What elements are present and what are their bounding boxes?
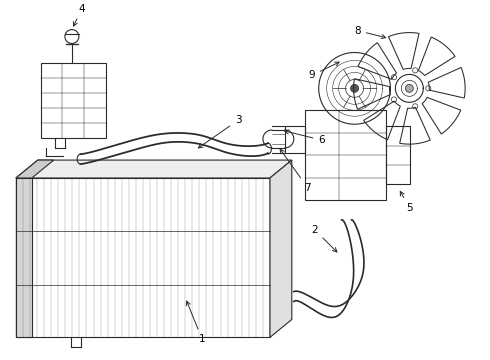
Polygon shape	[16, 178, 32, 337]
Text: 5: 5	[400, 192, 413, 213]
Text: 7: 7	[280, 149, 311, 193]
Text: 6: 6	[285, 130, 325, 145]
Text: 9: 9	[308, 62, 339, 80]
Polygon shape	[16, 160, 292, 178]
Circle shape	[405, 84, 414, 92]
Text: 4: 4	[74, 4, 85, 26]
Polygon shape	[270, 160, 292, 337]
Text: 3: 3	[198, 115, 242, 148]
Polygon shape	[16, 160, 54, 178]
Text: 2: 2	[312, 225, 337, 252]
Circle shape	[350, 84, 359, 92]
Text: 8: 8	[354, 26, 386, 39]
Text: 1: 1	[186, 301, 205, 345]
